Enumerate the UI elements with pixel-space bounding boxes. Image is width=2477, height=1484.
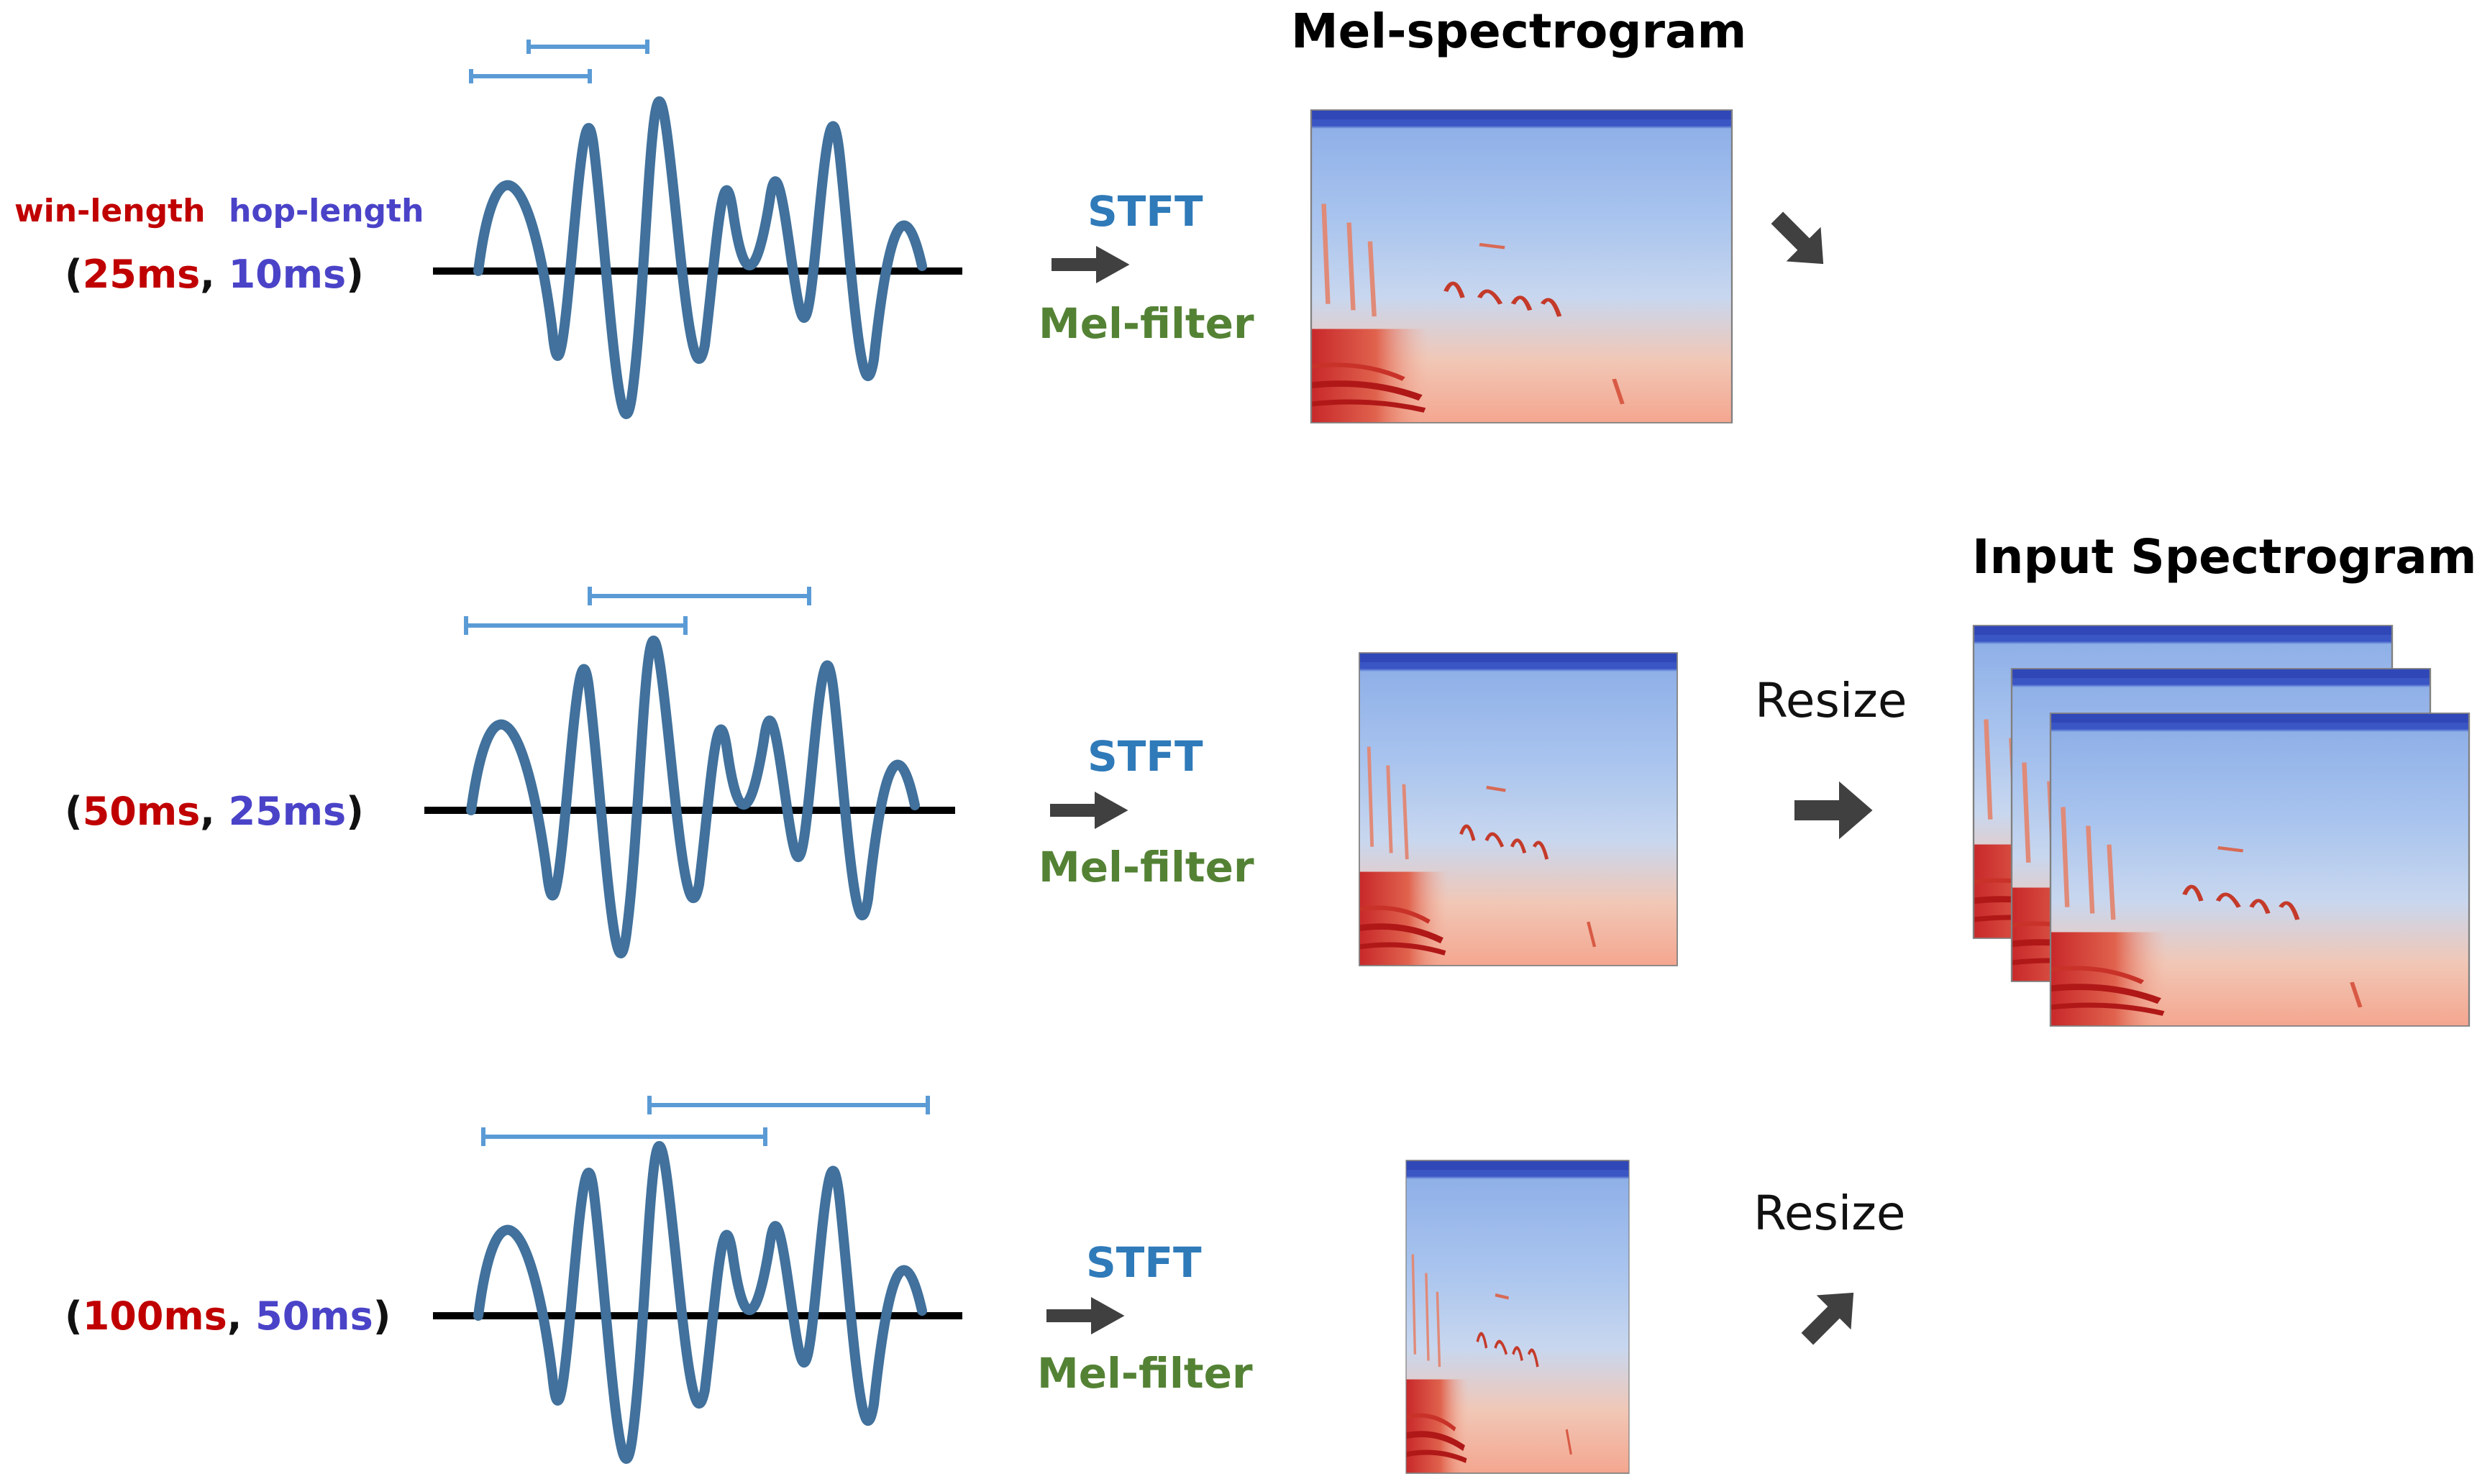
row-3-window-bracket-a	[481, 1127, 767, 1146]
row-1-stft-label: STFT	[1087, 187, 1203, 236]
row-1-params: (25ms, 10ms)	[65, 252, 364, 297]
row-2-resize-label: Resize	[1755, 673, 1907, 728]
row-2-window-bracket-b	[588, 587, 811, 605]
win-length-label: win-length	[14, 193, 205, 229]
row-3-wave	[473, 1141, 927, 1464]
row-1-wave	[473, 96, 927, 419]
row-2-process-arrow	[1050, 792, 1128, 829]
row-2-stft-label: STFT	[1087, 732, 1203, 781]
row-3-mel-spectrogram	[1406, 1160, 1629, 1473]
row-3-window-bracket-b	[647, 1096, 930, 1114]
hop-length-label: hop-length	[229, 193, 424, 229]
input-spectrogram-title: Input Spectrogram	[1972, 529, 2477, 585]
row-1-mel-filter-label: Mel-filter	[1039, 299, 1254, 348]
mel-spectrogram-title: Mel-spectrogram	[1291, 4, 1746, 59]
row-3-resize-arrow-icon	[1789, 1275, 1871, 1357]
row-2-waveform	[424, 587, 955, 958]
row-1-process-arrow	[1052, 246, 1130, 283]
svg-text:(50ms, 25ms): (50ms, 25ms)	[65, 789, 364, 834]
row-1-mel-spectrogram	[1311, 110, 1732, 423]
row-3-mel-filter-label: Mel-filter	[1037, 1349, 1253, 1398]
row-1-window-bracket-a	[469, 69, 592, 83]
input-spectrogram-3	[2051, 713, 2469, 1026]
svg-text:(25ms, 10ms): (25ms, 10ms)	[65, 252, 364, 297]
row-1-window-bracket-b	[526, 40, 649, 54]
row-2-window-bracket-a	[464, 616, 688, 635]
row-2-wave	[466, 636, 920, 958]
row-1-waveform	[433, 40, 962, 419]
row-2-params: (50ms, 25ms)	[65, 789, 364, 834]
svg-text:(100ms, 50ms): (100ms, 50ms)	[65, 1293, 391, 1339]
row-2-resize-arrow-icon	[1794, 781, 1873, 840]
input-spectrogram-stack	[1974, 626, 2469, 1026]
row-3-params: (100ms, 50ms)	[65, 1293, 391, 1339]
row-3-waveform	[433, 1096, 962, 1464]
row-3-process-arrow	[1046, 1297, 1125, 1334]
row-3-stft-label: STFT	[1086, 1238, 1202, 1287]
row-2-mel-filter-label: Mel-filter	[1039, 843, 1254, 892]
row-3-resize-label: Resize	[1753, 1186, 1905, 1241]
row-2-mel-spectrogram	[1359, 653, 1677, 966]
row-1-resize-arrow-icon	[1759, 200, 1841, 282]
